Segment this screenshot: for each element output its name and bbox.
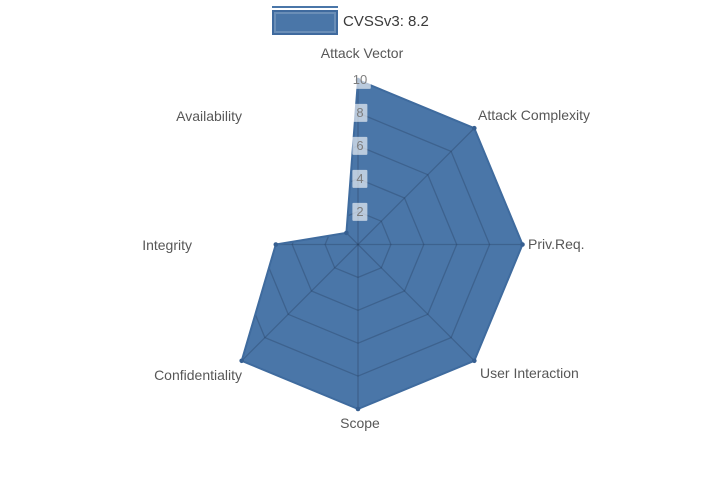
axis-label-attack-vector: Attack Vector (320, 45, 404, 61)
axis-label-availability: Availability (176, 108, 242, 124)
radial-tick-8: 8 (352, 103, 368, 123)
radar-vertex-marker (344, 230, 349, 236)
axis-label-attack-complexity: Attack Complexity (478, 107, 591, 123)
radar-vertex-marker (472, 125, 477, 131)
legend-label: CVSSv3: 8.2 (343, 13, 429, 30)
radial-tick-4: 4 (352, 169, 368, 189)
radar-vertex-marker (239, 358, 244, 364)
radial-tick-6: 6 (352, 136, 368, 156)
axis-label-scope: Scope (340, 415, 380, 431)
legend-swatch (272, 10, 338, 35)
radar-vertex-marker (273, 242, 279, 247)
axis-label-user-interaction: User Interaction (480, 365, 579, 381)
legend-trace-line (272, 6, 338, 8)
radar-fill-polygon (241, 80, 523, 409)
radial-tick-10: 10 (348, 70, 372, 90)
axis-label-confidentiality: Confidentiality (154, 367, 242, 383)
radar-vertex-marker (472, 358, 477, 364)
axis-label-priv-req: Priv.Req. (528, 236, 585, 252)
axis-label-integrity: Integrity (142, 237, 192, 253)
radar-vertex-marker (520, 242, 525, 247)
radar-vertex-marker (355, 406, 361, 412)
radial-tick-2: 2 (352, 202, 368, 222)
